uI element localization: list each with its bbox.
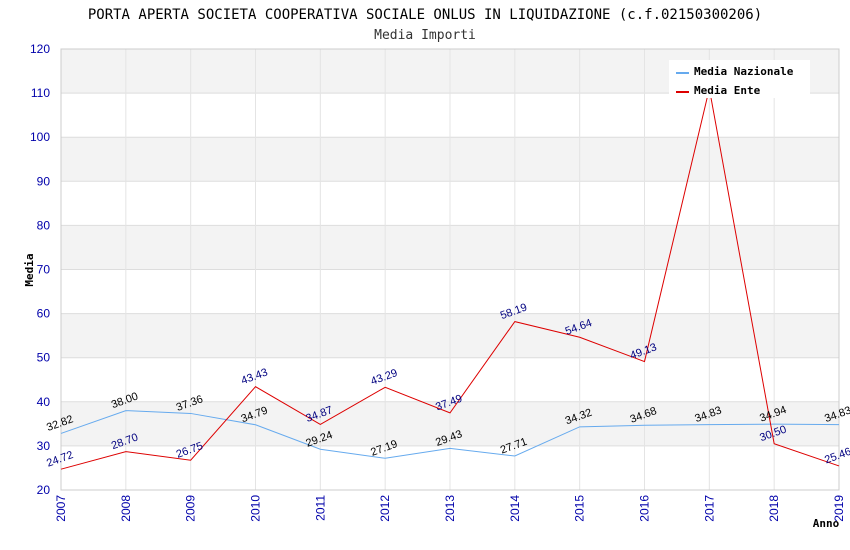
y-tick-label: 70	[37, 263, 51, 277]
legend-label-ente: Media Ente	[694, 84, 761, 97]
y-tick-label: 80	[37, 218, 51, 232]
x-tick-label: 2014	[508, 495, 522, 522]
chart-subtitle: Media Importi	[374, 28, 476, 43]
y-tick-label: 60	[37, 307, 51, 321]
x-tick-label: 2017	[702, 495, 716, 522]
y-tick-label: 100	[30, 130, 50, 144]
x-tick-label: 2018	[767, 495, 781, 522]
y-tick-label: 30	[37, 439, 51, 453]
plot-border	[60, 48, 840, 491]
x-tick-label: 2019	[832, 495, 846, 522]
y-tick-label: 20	[37, 483, 51, 497]
x-tick-label: 2007	[54, 495, 68, 522]
x-tick-label: 2013	[443, 495, 457, 522]
x-tick-label: 2011	[313, 495, 327, 521]
data-label-ente: 43.43	[239, 367, 269, 388]
data-label-ente: 25.46	[823, 446, 850, 467]
x-tick-label: 2016	[638, 495, 652, 522]
y-tick-label: 40	[37, 395, 51, 409]
x-axis-label: Anno	[813, 517, 840, 530]
y-tick-label: 110	[31, 86, 50, 100]
x-tick-label: 2009	[184, 495, 198, 522]
x-tick-label: 2010	[249, 495, 263, 522]
y-axis-label: Media	[23, 253, 36, 286]
y-tick-label: 90	[37, 174, 51, 188]
x-tick-label: 2015	[573, 495, 587, 522]
legend: Media Nazionale Media Ente	[669, 60, 810, 98]
series-line-nazionale	[60, 410, 840, 459]
data-label-ente: 43.29	[369, 367, 399, 388]
y-tick-label: 120	[30, 42, 50, 56]
chart-title: PORTA APERTA SOCIETA COOPERATIVA SOCIALE…	[88, 7, 762, 23]
y-tick-label: 50	[37, 351, 51, 365]
legend-label-nazionale: Media Nazionale	[694, 65, 794, 78]
x-tick-label: 2008	[119, 495, 133, 522]
x-tick-label: 2012	[378, 495, 392, 522]
legend-box	[669, 60, 810, 98]
